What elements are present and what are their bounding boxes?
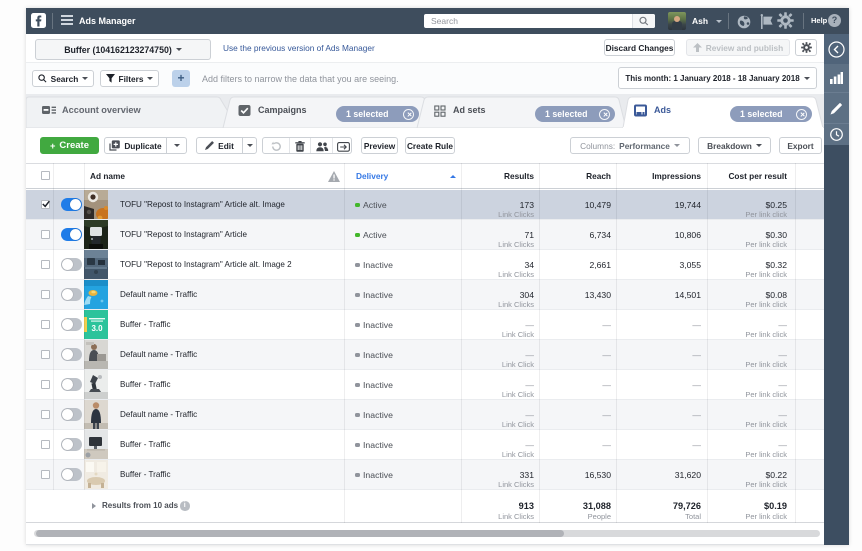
svg-text:3.0: 3.0	[91, 324, 103, 333]
